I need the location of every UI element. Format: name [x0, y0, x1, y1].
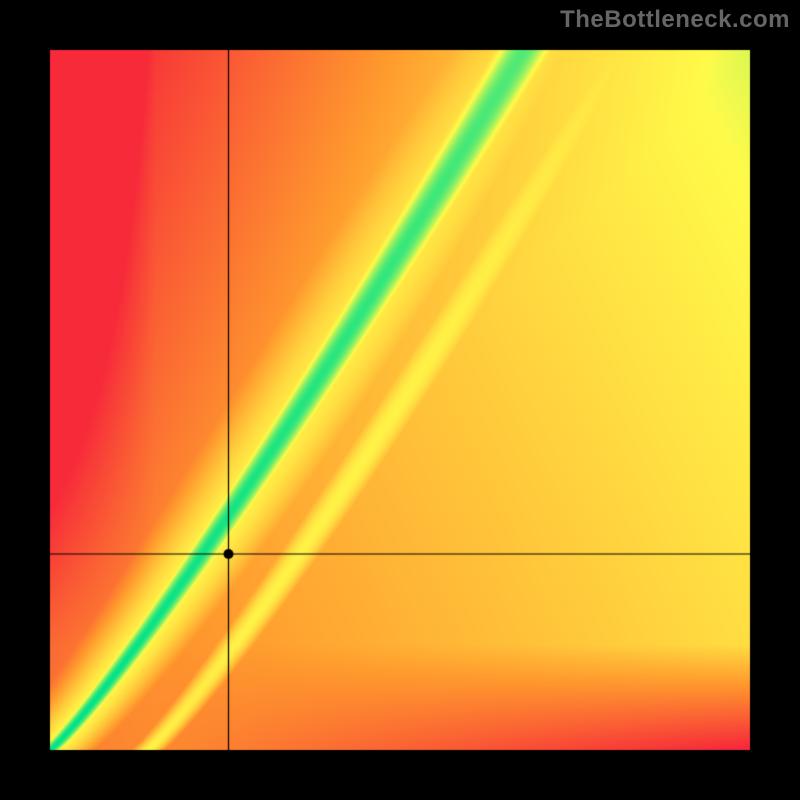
- watermark-text: TheBottleneck.com: [560, 6, 790, 34]
- bottleneck-heatmap: [0, 0, 800, 800]
